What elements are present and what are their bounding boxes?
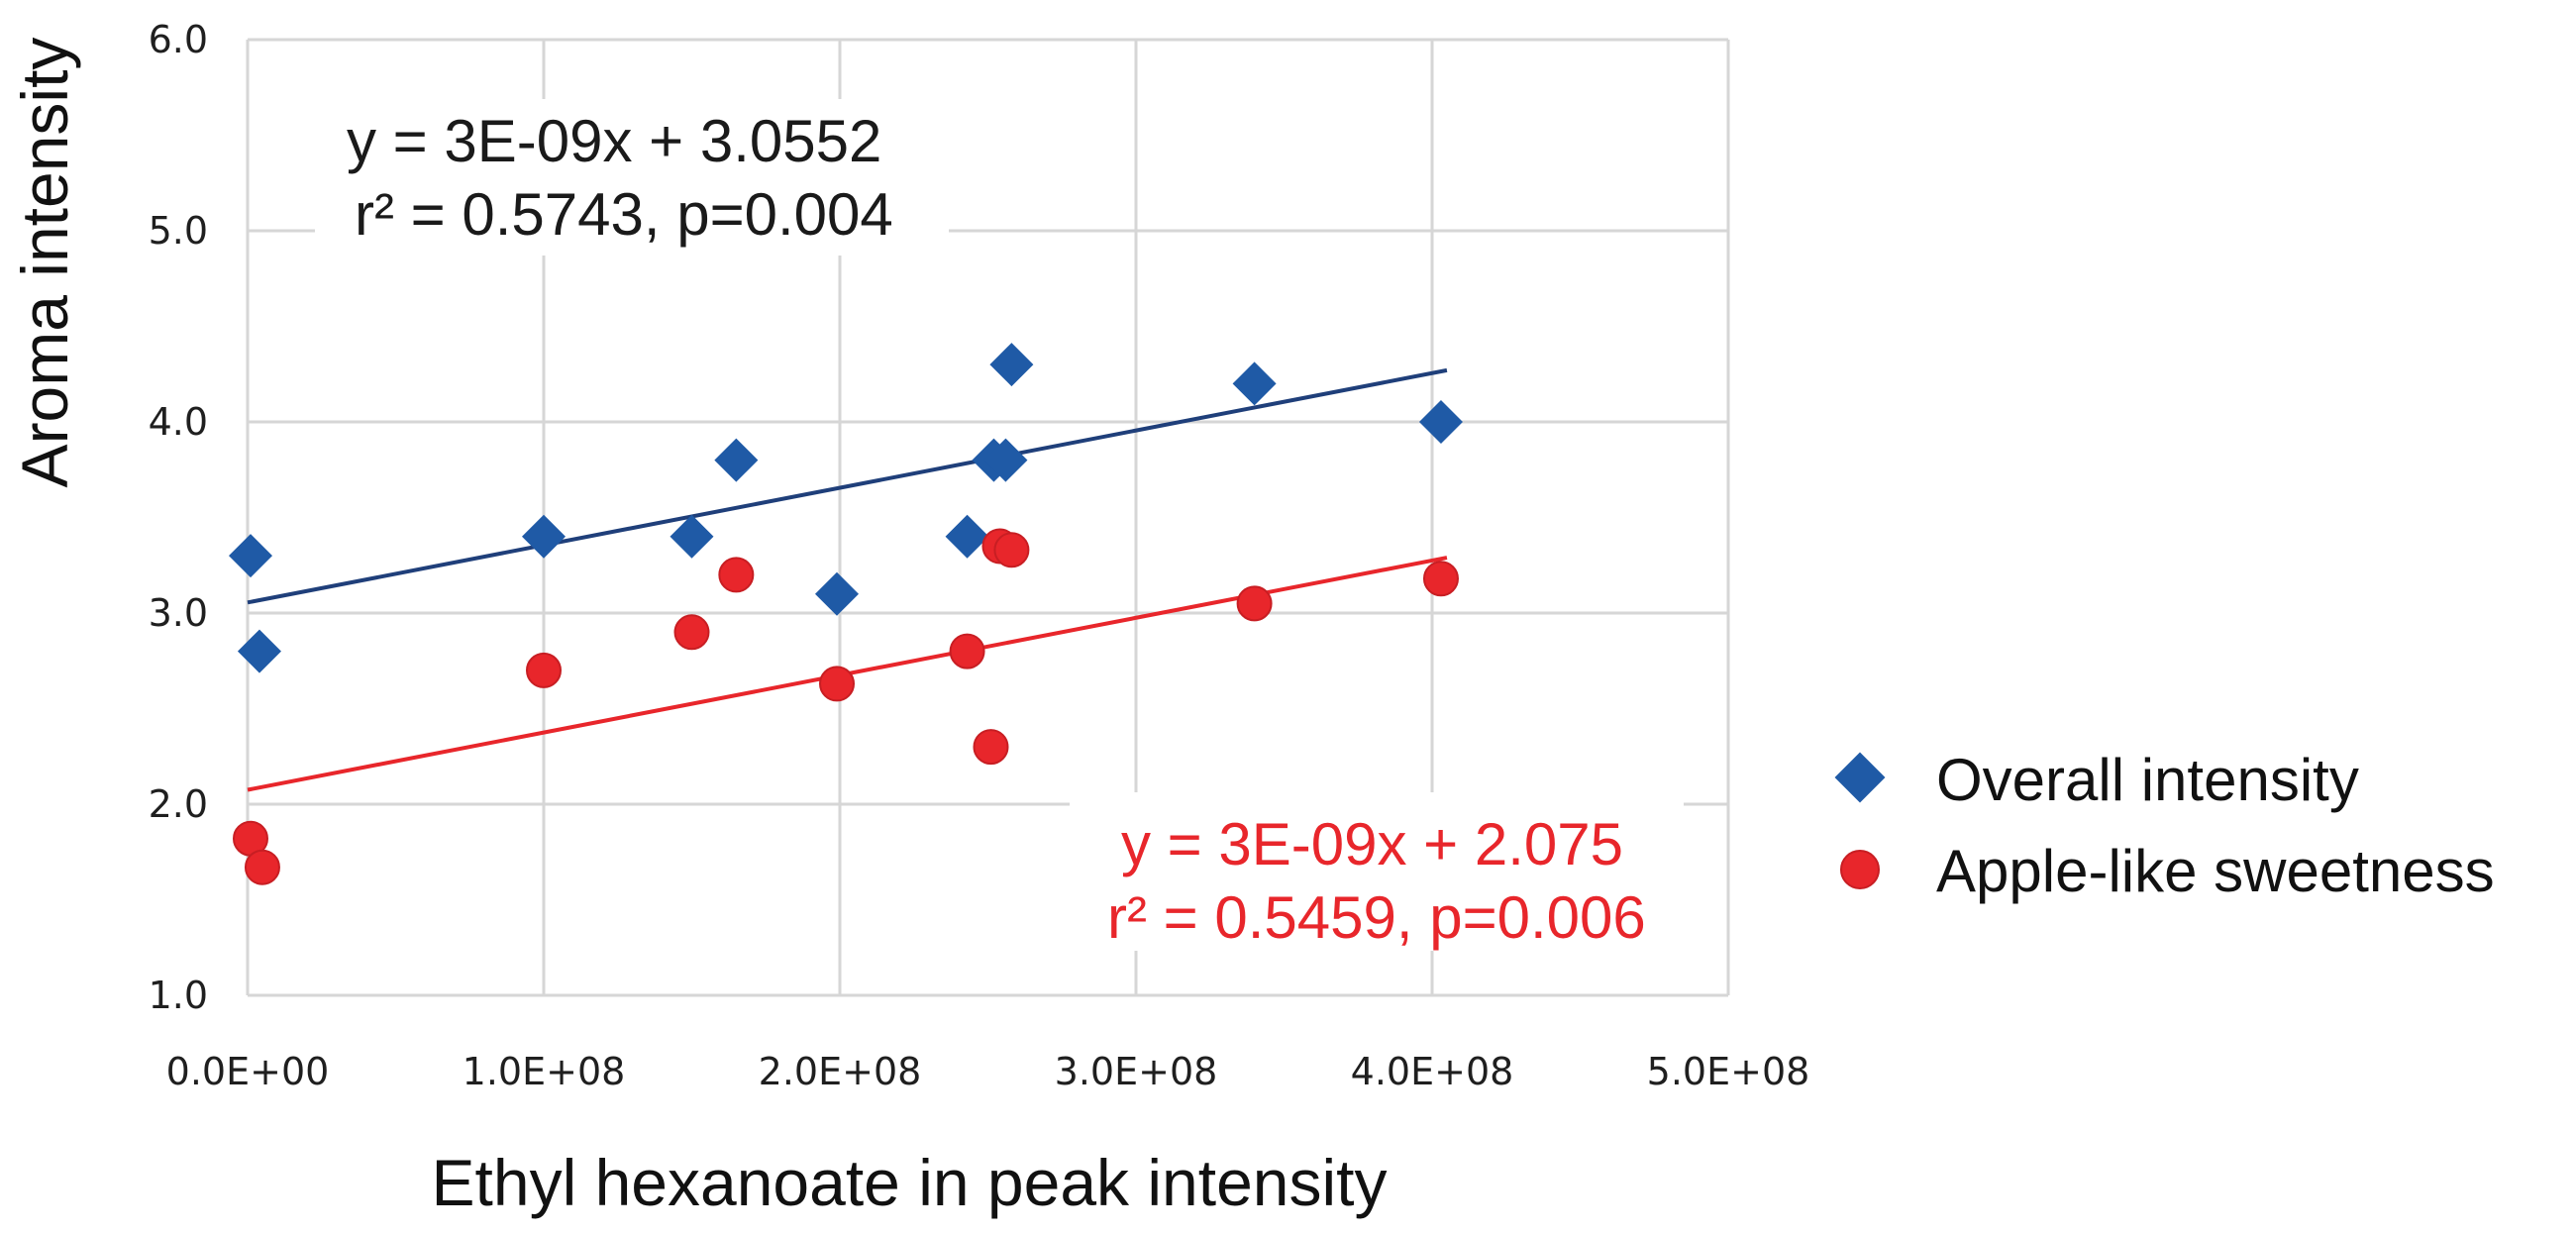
legend-circle-icon (1840, 850, 1880, 889)
data-point-apple (819, 666, 856, 702)
data-point-overall (228, 534, 272, 578)
trendline-overall (247, 367, 1448, 605)
legend-label-overall: Overall intensity (1936, 747, 2359, 813)
x-axis-title: Ethyl hexanoate in peak intensity (432, 1146, 1388, 1219)
legend: Overall intensity Apple-like sweetness (1834, 747, 2495, 904)
data-point-overall (714, 438, 759, 482)
trendlines (247, 367, 1448, 792)
equation-apple: y = 3E-09x + 2.075 (1121, 811, 1623, 877)
y-tick-label: 2.0 (149, 782, 208, 826)
data-point-apple (949, 633, 985, 669)
data-point-apple (993, 532, 1030, 568)
data-point-overall (237, 629, 281, 673)
y-tick-label: 5.0 (149, 209, 208, 253)
y-tick-label: 1.0 (149, 974, 208, 1017)
data-point-apple (973, 729, 1009, 766)
data-point-overall (989, 343, 1034, 387)
tick-labels: 0.0E+00 1.0E+08 2.0E+08 3.0E+08 4.0E+08 5.0E+… (149, 18, 1810, 1093)
stats-apple: r² = 0.5459, p=0.006 (1107, 884, 1646, 951)
y-tick-label: 3.0 (149, 591, 208, 635)
x-tick-label: 0.0E+00 (166, 1050, 330, 1093)
y-axis-title: Aroma intensity (8, 38, 81, 488)
x-tick-label: 5.0E+08 (1647, 1050, 1810, 1093)
data-point-overall (522, 514, 566, 559)
data-point-overall (945, 514, 989, 559)
data-point-apple (526, 652, 562, 688)
data-point-apple (244, 849, 280, 885)
x-tick-label: 3.0E+08 (1055, 1050, 1218, 1093)
data-point-overall (815, 571, 860, 616)
x-tick-label: 4.0E+08 (1351, 1050, 1514, 1093)
stats-overall: r² = 0.5743, p=0.004 (355, 181, 893, 248)
data-point-apple (1422, 561, 1459, 597)
data-point-apple (673, 614, 710, 651)
data-point-overall (1232, 361, 1277, 406)
data-point-apple (718, 557, 755, 593)
y-tick-label: 6.0 (149, 18, 208, 61)
x-tick-label: 1.0E+08 (463, 1050, 626, 1093)
y-tick-label: 4.0 (149, 400, 208, 444)
data-point-apple (1236, 585, 1273, 622)
data-point-overall (670, 514, 714, 559)
legend-label-apple: Apple-like sweetness (1936, 838, 2495, 904)
data-points (228, 343, 1463, 885)
equation-box-apple (1070, 792, 1684, 951)
equation-overall: y = 3E-09x + 3.0552 (347, 108, 881, 174)
data-point-overall (983, 438, 1028, 482)
equation-box-overall (315, 99, 949, 256)
data-point-overall (1418, 400, 1463, 444)
x-tick-label: 2.0E+08 (759, 1050, 922, 1093)
legend-diamond-icon (1834, 752, 1886, 803)
